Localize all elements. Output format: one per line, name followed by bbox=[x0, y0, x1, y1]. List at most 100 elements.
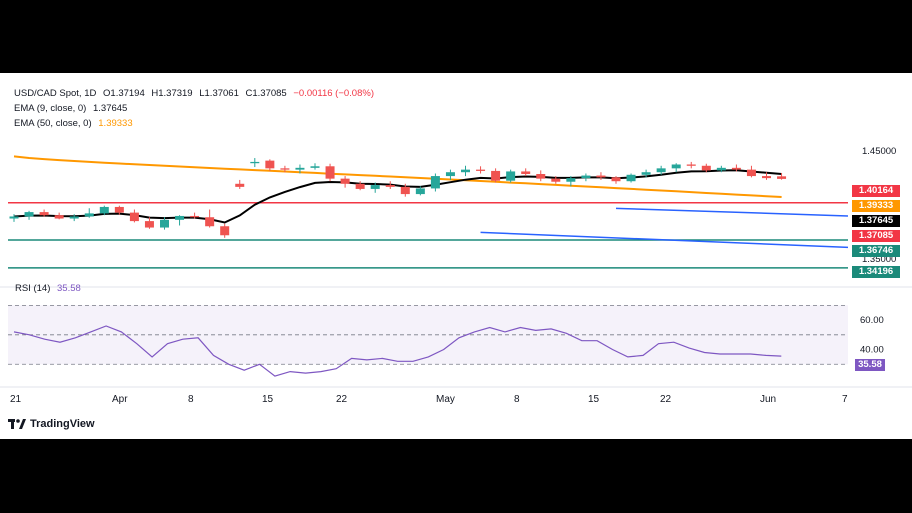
candle-body bbox=[340, 178, 350, 184]
tag-support2: 1.34196 bbox=[852, 266, 900, 278]
ema50-legend: EMA (50, close, 0) 1.39333 bbox=[14, 118, 133, 129]
candle-body bbox=[280, 168, 290, 170]
rsi-line bbox=[13, 325, 782, 377]
ema9-line bbox=[13, 169, 782, 224]
open-value: O1.37194 bbox=[103, 88, 145, 99]
rsi-label: RSI (14) bbox=[15, 283, 51, 294]
candle-body bbox=[701, 165, 711, 171]
candle-body bbox=[9, 216, 19, 219]
candle-body bbox=[430, 176, 440, 189]
candle-body bbox=[84, 213, 94, 217]
candle-body bbox=[476, 169, 486, 171]
candle-body bbox=[69, 216, 79, 219]
candle-body bbox=[415, 188, 425, 195]
time-axis-label: Apr bbox=[112, 394, 128, 405]
candle-body bbox=[144, 221, 154, 228]
ema50-line bbox=[13, 155, 782, 198]
time-axis-label: 22 bbox=[336, 394, 348, 405]
tradingview-logo[interactable]: TradingView bbox=[8, 418, 95, 430]
tradingview-logo-icon bbox=[8, 419, 26, 429]
close-value: C1.37085 bbox=[245, 88, 287, 99]
candle-body bbox=[400, 186, 410, 195]
tag-rsi: 35.58 bbox=[855, 359, 885, 371]
candle-body bbox=[746, 169, 756, 177]
candle-body bbox=[686, 164, 696, 166]
tag-close: 1.37085 bbox=[852, 230, 900, 242]
rsi-tick-label: 40.00 bbox=[860, 345, 884, 356]
time-axis-label: 21 bbox=[10, 394, 22, 405]
candle-body bbox=[716, 167, 726, 171]
candle-body bbox=[310, 166, 320, 168]
time-axis-label: 22 bbox=[660, 394, 672, 405]
candle-body bbox=[325, 166, 335, 179]
candle-body bbox=[220, 226, 230, 236]
candle-body bbox=[235, 183, 245, 187]
ema50-label: EMA (50, close, 0) bbox=[14, 118, 92, 129]
candle-body bbox=[355, 183, 365, 189]
candle-body bbox=[265, 160, 275, 169]
candle-body bbox=[385, 185, 395, 187]
candle-body bbox=[370, 185, 380, 189]
candle-body bbox=[521, 171, 531, 175]
candle-body bbox=[461, 169, 470, 173]
rsi-tick-label: 60.00 bbox=[860, 315, 884, 326]
candle-body bbox=[506, 171, 516, 181]
low-value: L1.37061 bbox=[199, 88, 239, 99]
tag-ema50: 1.39333 bbox=[852, 200, 900, 212]
tag-ema9: 1.37645 bbox=[852, 215, 900, 227]
channel-lower-line bbox=[480, 231, 849, 249]
tag-resistance: 1.40164 bbox=[852, 185, 900, 197]
chart-canvas[interactable]: 1.45000 1.35000 60.00 40.00 21 Apr 8 15 22 May 8 15… bbox=[0, 73, 912, 439]
candle-body bbox=[114, 206, 124, 213]
ema50-value: 1.39333 bbox=[98, 118, 133, 129]
rsi-legend: RSI (14) 35.58 bbox=[15, 283, 81, 294]
candle-body bbox=[762, 176, 771, 179]
candle-body bbox=[250, 161, 260, 164]
ema9-value: 1.37645 bbox=[92, 103, 128, 114]
candle-body bbox=[641, 172, 651, 175]
time-axis-label: 8 bbox=[188, 394, 194, 405]
time-axis-label: May bbox=[436, 394, 455, 405]
candle-body bbox=[24, 212, 34, 217]
candle-body bbox=[129, 212, 139, 222]
price-tick-label: 1.35000 bbox=[862, 254, 896, 265]
time-axis-label: 15 bbox=[588, 394, 600, 405]
ohlc-legend: USD/CAD Spot, 1D O1.37194 H1.37319 L1.37… bbox=[14, 88, 374, 99]
candle-body bbox=[611, 177, 621, 182]
candle-body bbox=[160, 219, 169, 228]
candle-body bbox=[536, 174, 546, 179]
candle-body bbox=[731, 167, 741, 170]
tag-support1: 1.36746 bbox=[852, 245, 900, 257]
high-value: H1.37319 bbox=[151, 88, 193, 99]
ema9-legend: EMA (9, close, 0) 1.37645 bbox=[14, 103, 127, 114]
candle-body bbox=[54, 215, 64, 219]
candle-body bbox=[99, 206, 109, 214]
channel-upper-line bbox=[615, 207, 849, 217]
candle-body bbox=[671, 164, 681, 169]
candle-body bbox=[777, 176, 787, 179]
candle-body bbox=[445, 172, 455, 177]
rsi-value-legend: 35.58 bbox=[57, 283, 81, 294]
candle-body bbox=[39, 212, 49, 216]
candle-body bbox=[551, 178, 561, 182]
candle-body bbox=[581, 175, 591, 179]
symbol-line: USD/CAD Spot, 1D bbox=[14, 88, 97, 99]
time-axis-label: Jun bbox=[760, 394, 776, 405]
chart-frame: 1.45000 1.35000 60.00 40.00 21 Apr 8 15 22 May 8 15… bbox=[0, 73, 912, 439]
candle-body bbox=[491, 170, 501, 181]
brand-name: TradingView bbox=[30, 418, 95, 430]
price-tick-label: 1.45000 bbox=[862, 146, 896, 157]
candle-body bbox=[566, 178, 576, 182]
candle-body bbox=[656, 168, 666, 173]
time-axis-label: 7 bbox=[842, 394, 848, 405]
time-axis-label: 15 bbox=[262, 394, 274, 405]
candle-body bbox=[205, 217, 215, 227]
candle-body bbox=[175, 215, 185, 220]
candle-body bbox=[596, 175, 606, 178]
ema9-label: EMA (9, close, 0) bbox=[14, 103, 87, 114]
change-value: −0.00116 (−0.08%) bbox=[293, 88, 374, 99]
candle-body bbox=[626, 174, 636, 182]
candle-body bbox=[190, 215, 200, 218]
candle-body bbox=[295, 167, 305, 170]
time-axis-label: 8 bbox=[514, 394, 520, 405]
